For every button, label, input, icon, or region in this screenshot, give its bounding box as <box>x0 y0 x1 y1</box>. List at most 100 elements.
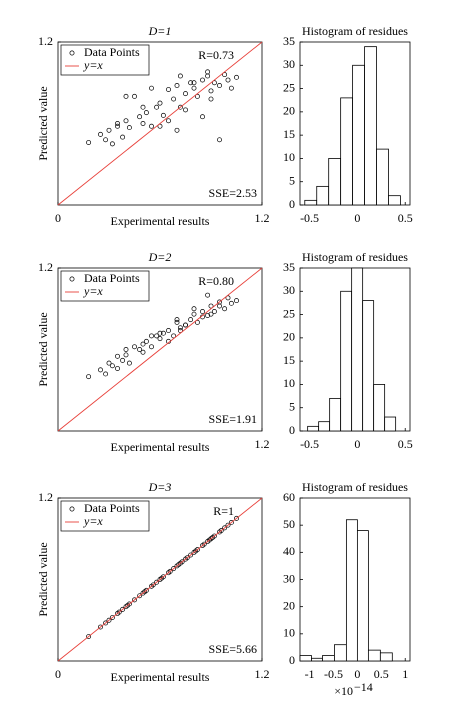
x-axis-label: Experimental results <box>111 440 210 454</box>
data-point <box>103 137 109 143</box>
x-tick-label: 1.2 <box>255 667 270 681</box>
data-point <box>200 309 205 314</box>
axes-box <box>57 41 263 206</box>
histogram-bar <box>388 195 401 206</box>
data-point <box>210 534 216 540</box>
data-point <box>86 634 92 640</box>
data-point <box>177 73 183 79</box>
data-point <box>222 306 228 312</box>
data-point <box>132 93 137 99</box>
data-point <box>115 121 120 126</box>
data-point <box>191 85 197 91</box>
data-point <box>125 602 131 608</box>
data-point <box>171 333 177 339</box>
y-tick-label: 30 <box>283 57 295 71</box>
data-point <box>208 303 214 309</box>
x-tick-label: 1.2 <box>255 211 270 225</box>
histogram-bar <box>345 519 358 662</box>
histogram-bar <box>318 421 331 432</box>
data-point <box>116 609 122 615</box>
data-point <box>140 341 146 347</box>
x-tick-label: 0 <box>354 211 360 225</box>
y-axis-label: Predicted value <box>36 86 50 160</box>
data-point <box>183 107 188 113</box>
y-axis-label: Predicted value <box>36 312 50 386</box>
data-point <box>171 96 177 102</box>
data-point <box>149 85 154 91</box>
data-point <box>157 100 163 106</box>
data-point <box>206 537 212 543</box>
y-tick-label: 1.2 <box>38 260 53 274</box>
data-point <box>166 328 171 333</box>
histogram-bar <box>362 300 375 432</box>
data-point <box>200 77 205 83</box>
data-point <box>234 298 239 304</box>
x-tick-label: 1 <box>402 667 408 681</box>
data-point <box>183 322 188 328</box>
data-point <box>140 121 146 126</box>
data-point <box>154 579 160 585</box>
data-point <box>225 522 231 528</box>
data-point <box>179 559 185 565</box>
histogram-bar <box>340 97 354 206</box>
data-point <box>109 363 115 369</box>
data-point <box>109 615 115 620</box>
data-point <box>228 520 234 525</box>
data-point <box>98 624 103 630</box>
reference-line <box>57 41 263 206</box>
data-point <box>177 325 183 331</box>
y-tick-label: 0 <box>289 197 295 211</box>
panel-title: Histogram of residues <box>302 250 408 264</box>
data-point <box>177 104 183 110</box>
data-point <box>123 118 129 124</box>
data-point <box>193 548 199 554</box>
data-point <box>228 300 234 306</box>
histogram-bar <box>384 416 397 432</box>
data-point <box>184 555 190 561</box>
data-point <box>120 606 126 612</box>
data-point <box>191 306 197 312</box>
data-point <box>132 344 137 350</box>
y-tick-label: 10 <box>283 150 295 164</box>
legend-label: y=x <box>83 58 103 72</box>
panel-title: D=2 <box>148 250 172 264</box>
data-point <box>86 374 92 380</box>
y-tick-label: 1.2 <box>38 490 53 504</box>
annotation: SSE=5.66 <box>209 642 257 656</box>
legend-label: Data Points <box>84 45 140 59</box>
data-point <box>177 328 183 333</box>
data-point <box>137 593 143 599</box>
data-point <box>200 114 205 120</box>
data-point <box>225 295 231 301</box>
data-point <box>183 91 188 97</box>
legend-marker <box>69 50 75 56</box>
legend-label: y=x <box>83 284 103 298</box>
histogram-bar <box>322 655 335 662</box>
axis-exponent: −14 <box>354 680 373 694</box>
data-point <box>109 141 115 147</box>
data-point <box>143 110 149 116</box>
data-point <box>120 357 126 363</box>
data-point <box>174 83 180 88</box>
histogram-bar <box>316 185 330 206</box>
y-tick-label: 30 <box>283 283 295 297</box>
data-point <box>222 525 228 531</box>
legend-box <box>60 500 150 532</box>
legend-box <box>60 44 150 76</box>
x-tick-label: -0.5 <box>300 437 319 451</box>
y-tick-label: 50 <box>283 517 295 531</box>
y-tick-label: 10 <box>283 376 295 390</box>
x-tick-label: -0.5 <box>324 667 343 681</box>
annotation: R=0.73 <box>198 48 234 62</box>
histogram-bar <box>352 64 365 206</box>
data-point <box>222 72 228 78</box>
y-tick-label: 35 <box>283 34 295 48</box>
data-point <box>176 562 182 568</box>
data-point <box>211 309 217 314</box>
data-point <box>86 140 92 145</box>
annotation: SSE=1.91 <box>209 412 257 426</box>
legend-marker <box>69 506 75 512</box>
data-point <box>126 360 132 366</box>
data-point <box>201 541 207 547</box>
